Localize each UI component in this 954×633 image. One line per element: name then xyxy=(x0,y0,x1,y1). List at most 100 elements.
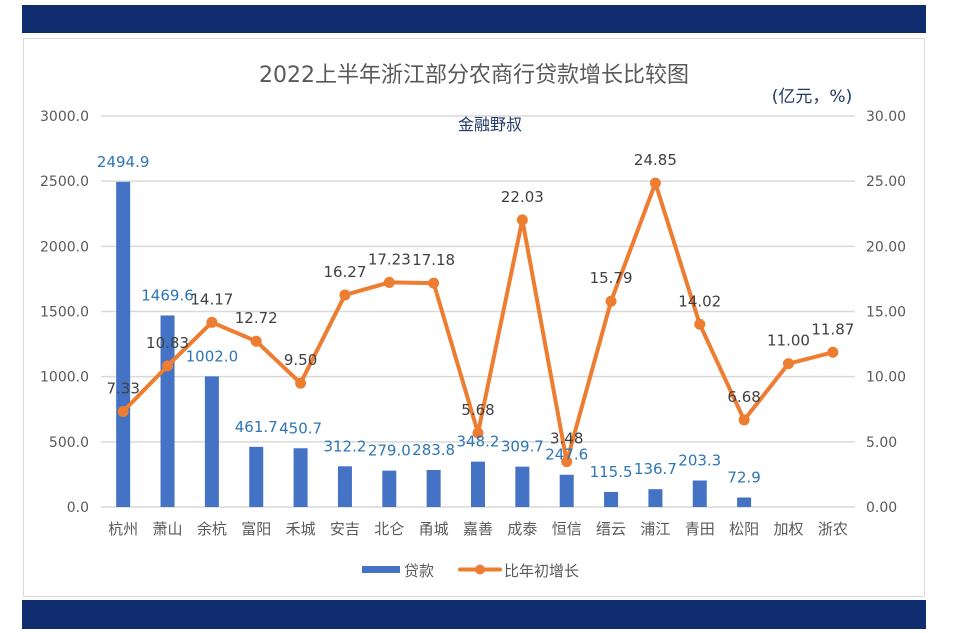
line-marker xyxy=(117,405,129,417)
x-tick-label: 浦江 xyxy=(640,520,670,538)
bar-data-label: 348.2 xyxy=(457,433,500,451)
legend-line-label: 比年初增长 xyxy=(504,562,579,580)
line-marker xyxy=(383,276,395,288)
bar-data-label: 312.2 xyxy=(323,437,366,455)
bar xyxy=(249,446,264,507)
bar-data-label: 1002.0 xyxy=(186,347,239,365)
line-marker xyxy=(694,318,706,330)
bar-data-label: 115.5 xyxy=(590,463,633,481)
x-tick-label: 安吉 xyxy=(330,520,360,538)
y-left-tick: 2000.0 xyxy=(40,239,89,255)
bar xyxy=(737,497,752,507)
y-right-tick: 5.00 xyxy=(866,435,897,451)
bar-data-label: 203.3 xyxy=(678,452,721,470)
line-marker xyxy=(827,346,839,358)
x-tick-label: 余杭 xyxy=(197,520,227,538)
x-tick-label: 富阳 xyxy=(241,520,271,538)
line-data-label: 9.50 xyxy=(284,351,317,369)
bar xyxy=(648,489,663,507)
line-data-label: 15.79 xyxy=(590,269,633,287)
x-tick-label: 恒信 xyxy=(552,520,582,538)
line-data-label: 3.48 xyxy=(550,430,583,448)
legend: 贷款 比年初增长 xyxy=(362,562,579,580)
x-tick-label: 禾城 xyxy=(286,520,316,538)
bar-data-label: 247.6 xyxy=(545,446,588,464)
legend-bar-swatch xyxy=(362,566,400,573)
bar xyxy=(426,470,441,507)
x-tick-label: 杭州 xyxy=(108,520,138,538)
top-banner xyxy=(22,5,926,33)
bar xyxy=(382,470,397,507)
bar-data-label: 136.7 xyxy=(634,460,677,478)
bottom-banner xyxy=(22,600,926,629)
bar xyxy=(692,480,707,507)
y-right-tick: 30.00 xyxy=(866,109,906,125)
unit-label: (亿元，%) xyxy=(772,87,852,107)
line-data-label: 7.33 xyxy=(106,379,139,397)
line-marker xyxy=(605,295,617,307)
line-data-label: 6.68 xyxy=(727,388,760,406)
x-tick-label: 松阳 xyxy=(729,520,759,538)
line-data-label: 12.72 xyxy=(235,309,278,327)
line-data-label: 16.27 xyxy=(323,263,366,281)
bar-data-label: 450.7 xyxy=(279,419,322,437)
line-data-label: 11.00 xyxy=(767,332,810,350)
y-right-tick: 20.00 xyxy=(866,239,906,255)
bar-data-label: 2494.9 xyxy=(97,153,150,171)
x-tick-label: 成泰 xyxy=(507,520,537,538)
line-marker xyxy=(516,214,528,226)
bar-data-label: 72.9 xyxy=(727,468,760,486)
y-right-tick: 0.00 xyxy=(866,500,897,516)
line-data-label: 24.85 xyxy=(634,151,677,169)
y-right-tick: 15.00 xyxy=(866,305,906,321)
bar-data-label: 1469.6 xyxy=(141,286,194,304)
line-marker xyxy=(250,335,262,347)
bar xyxy=(515,466,530,507)
y-left-tick: 3000.0 xyxy=(40,109,89,125)
y-right-tick: 10.00 xyxy=(866,370,906,386)
x-tick-label: 浙农 xyxy=(818,520,848,538)
bar-data-label: 279.0 xyxy=(368,442,411,460)
line-marker xyxy=(206,316,218,328)
y-left-tick: 500.0 xyxy=(49,435,89,451)
line-marker xyxy=(162,360,174,372)
legend-line-marker xyxy=(475,564,485,575)
line-marker xyxy=(339,289,351,301)
y-left-tick: 2500.0 xyxy=(40,174,89,190)
line-marker xyxy=(428,277,440,289)
line-data-label: 22.03 xyxy=(501,188,544,206)
watermark: 金融野叔 xyxy=(458,115,522,134)
bar xyxy=(293,448,308,507)
bar-data-label: 309.7 xyxy=(501,438,544,456)
bar xyxy=(337,466,352,507)
line-data-label: 17.18 xyxy=(412,251,455,269)
bar-data-label: 461.7 xyxy=(235,418,278,436)
y-left-tick: 0.0 xyxy=(67,500,89,516)
line-marker xyxy=(472,427,484,439)
bar xyxy=(204,376,219,507)
line-marker xyxy=(295,377,307,389)
chart-frame xyxy=(23,38,925,597)
line-data-label: 10.83 xyxy=(146,334,189,352)
bar xyxy=(559,474,574,507)
bar xyxy=(116,181,131,507)
x-tick-label: 甬城 xyxy=(419,520,449,538)
x-tick-label: 加权 xyxy=(773,520,803,538)
line-marker xyxy=(782,358,794,370)
x-tick-label: 北仑 xyxy=(374,520,404,538)
legend-bar-label: 贷款 xyxy=(404,562,434,580)
y-left-tick: 1500.0 xyxy=(40,305,89,321)
bar xyxy=(604,491,619,507)
line-data-label: 11.87 xyxy=(811,320,854,338)
x-tick-label: 嘉善 xyxy=(463,520,493,538)
line-data-label: 5.68 xyxy=(461,401,494,419)
line-marker xyxy=(561,456,573,468)
growth-line xyxy=(121,181,834,464)
x-tick-label: 萧山 xyxy=(153,520,183,538)
line-marker xyxy=(649,177,661,189)
y-left-tick: 1000.0 xyxy=(40,370,89,386)
line-data-label: 14.17 xyxy=(190,290,233,308)
y-right-tick: 25.00 xyxy=(866,174,906,190)
line-marker xyxy=(738,414,750,426)
